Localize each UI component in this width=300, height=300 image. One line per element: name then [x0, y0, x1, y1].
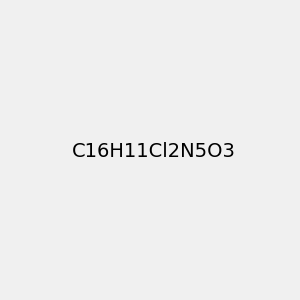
Text: C16H11Cl2N5O3: C16H11Cl2N5O3	[72, 142, 236, 161]
